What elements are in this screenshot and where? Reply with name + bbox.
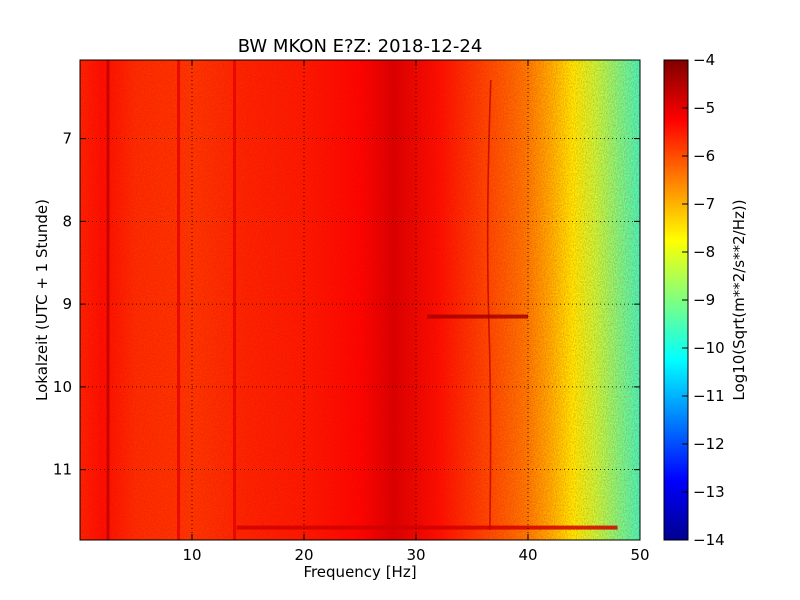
x-tick-label-1: 20 bbox=[294, 546, 313, 564]
x-tick-label-2: 30 bbox=[406, 546, 425, 564]
colorbar-tick-label-5: −9 bbox=[693, 291, 715, 309]
horizontal-band-feature-0 bbox=[427, 314, 528, 319]
y-tick-label-3: 10 bbox=[53, 378, 72, 396]
colorbar-tick-label-8: −12 bbox=[693, 435, 725, 453]
colorbar-tick-label-4: −8 bbox=[693, 243, 715, 261]
y-tick-label-0: 7 bbox=[62, 130, 72, 148]
y-axis-ticks: 7 8 9 10 11 bbox=[53, 130, 640, 479]
x-tick-label-3: 40 bbox=[518, 546, 537, 564]
colorbar-tick-label-9: −13 bbox=[693, 483, 725, 501]
colorbar-tick-label-10: −14 bbox=[693, 531, 725, 549]
y-tick-label-2: 9 bbox=[62, 295, 72, 313]
chart-title: BW MKON E?Z: 2018-12-24 bbox=[238, 36, 483, 57]
spectrogram-texture bbox=[80, 60, 640, 540]
colorbar-ticks: −4 −5 −6 −7 −8 −9 −10 −11 −12 −13 −14 bbox=[682, 51, 725, 549]
x-tick-label-4: 50 bbox=[630, 546, 649, 564]
colorbar-label: Log10(Sqrt(m**2/s**2/Hz)) bbox=[730, 199, 748, 400]
colorbar-tick-label-0: −4 bbox=[693, 51, 715, 69]
horizontal-band-feature-1 bbox=[236, 525, 618, 530]
grid-lines bbox=[80, 60, 640, 540]
colorbar-tick-label-7: −11 bbox=[693, 387, 725, 405]
x-axis-ticks: 10 20 30 40 50 bbox=[182, 60, 650, 564]
y-tick-label-1: 8 bbox=[62, 212, 72, 230]
plot-frame bbox=[79, 59, 641, 541]
x-tick-label-0: 10 bbox=[182, 546, 201, 564]
vertical-line-feature-3 bbox=[486, 79, 492, 531]
colorbar-tick-label-2: −6 bbox=[693, 147, 715, 165]
colorbar-tick-label-3: −7 bbox=[693, 195, 715, 213]
x-axis-label: Frequency [Hz] bbox=[303, 563, 416, 581]
colorbar-tick-label-6: −10 bbox=[693, 339, 725, 357]
y-tick-label-4: 11 bbox=[53, 461, 72, 479]
spectral-features bbox=[106, 60, 618, 540]
colorbar: −4 −5 −6 −7 −8 −9 −10 −11 −12 −13 −14 Log10(Sqrt(m… bbox=[663, 51, 748, 549]
colorbar-tick-label-1: −5 bbox=[693, 99, 715, 117]
plot-area bbox=[80, 60, 640, 540]
y-axis-label: Lokalzeit (UTC + 1 Stunde) bbox=[33, 199, 51, 401]
